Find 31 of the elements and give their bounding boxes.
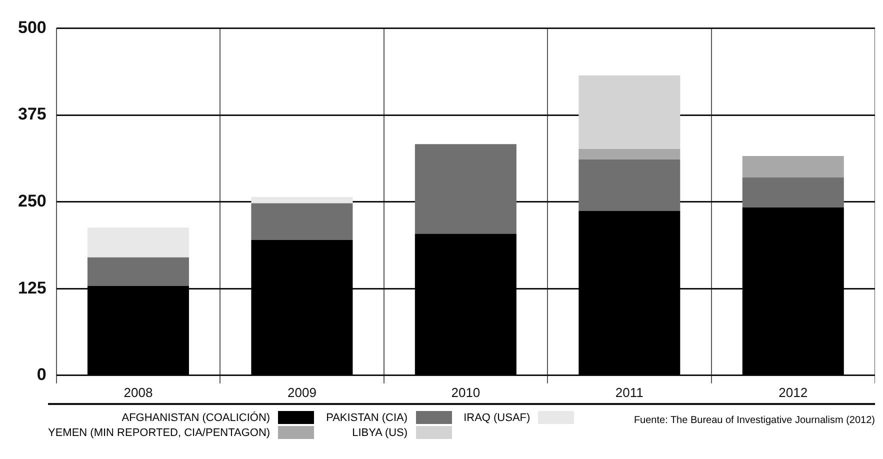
bar bbox=[414, 234, 516, 375]
bar bbox=[578, 210, 680, 375]
x-tick-label: 2009 bbox=[287, 384, 316, 400]
bar bbox=[251, 203, 353, 240]
bar bbox=[414, 144, 516, 234]
legend-label: IRAQ (USAF) bbox=[464, 412, 530, 424]
source-note: Fuente: The Bureau of Investigative Journalism (2012) bbox=[634, 415, 875, 426]
bar bbox=[251, 240, 353, 375]
legend-label: YEMEN (MIN REPORTED, CIA/PENTAGON) bbox=[48, 426, 270, 438]
bar bbox=[742, 177, 844, 208]
bar bbox=[578, 75, 680, 150]
legend-label: PAKISTAN (CIA) bbox=[326, 412, 408, 424]
x-tick-label: 2010 bbox=[451, 384, 480, 400]
bar bbox=[251, 196, 353, 204]
x-tick-label: 2011 bbox=[615, 384, 644, 400]
bar bbox=[742, 207, 844, 375]
y-tick-label: 250 bbox=[18, 191, 46, 210]
bar bbox=[742, 156, 844, 178]
bar bbox=[87, 257, 189, 286]
bar bbox=[578, 159, 680, 211]
y-tick-label: 0 bbox=[36, 365, 46, 384]
legend-label: AFGHANISTAN (COALICIÓN) bbox=[122, 412, 270, 424]
bar bbox=[87, 286, 189, 375]
x-tick-label: 2008 bbox=[124, 384, 153, 400]
x-tick-label: 2012 bbox=[778, 384, 808, 400]
bar bbox=[87, 227, 189, 258]
y-tick-label: 125 bbox=[18, 278, 46, 298]
legend-label: LIBYA (US) bbox=[352, 426, 408, 438]
y-tick-label: 375 bbox=[18, 104, 46, 124]
y-tick-label: 500 bbox=[18, 18, 46, 37]
bar bbox=[578, 149, 680, 160]
